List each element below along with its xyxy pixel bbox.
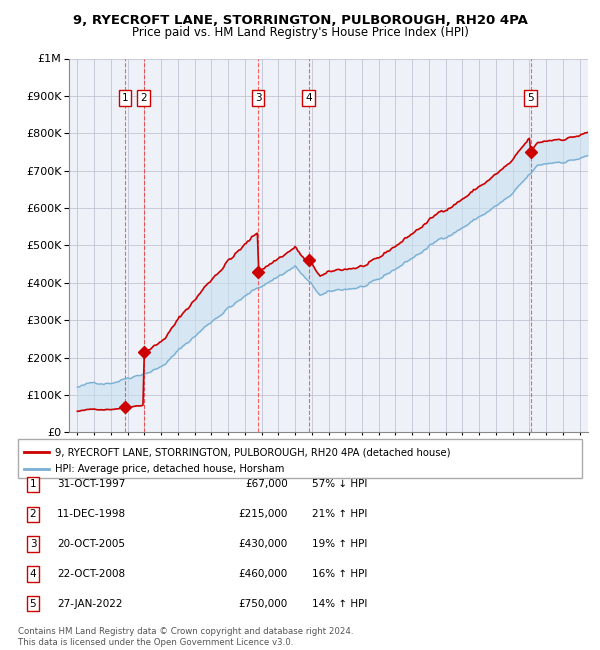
Text: 21% ↑ HPI: 21% ↑ HPI: [312, 509, 367, 519]
Text: 5: 5: [29, 599, 37, 609]
Text: £215,000: £215,000: [239, 509, 288, 519]
Text: 57% ↓ HPI: 57% ↓ HPI: [312, 479, 367, 489]
Text: 14% ↑ HPI: 14% ↑ HPI: [312, 599, 367, 609]
Text: 2: 2: [140, 93, 147, 103]
Text: 2: 2: [29, 509, 37, 519]
Text: 9, RYECROFT LANE, STORRINGTON, PULBOROUGH, RH20 4PA: 9, RYECROFT LANE, STORRINGTON, PULBOROUG…: [73, 14, 527, 27]
Text: 4: 4: [305, 93, 312, 103]
Text: 4: 4: [29, 569, 37, 579]
Text: Price paid vs. HM Land Registry's House Price Index (HPI): Price paid vs. HM Land Registry's House …: [131, 26, 469, 39]
Text: 16% ↑ HPI: 16% ↑ HPI: [312, 569, 367, 579]
FancyBboxPatch shape: [18, 439, 582, 478]
Text: £750,000: £750,000: [239, 599, 288, 609]
Text: £460,000: £460,000: [239, 569, 288, 579]
Text: 9, RYECROFT LANE, STORRINGTON, PULBOROUGH, RH20 4PA (detached house): 9, RYECROFT LANE, STORRINGTON, PULBOROUG…: [55, 447, 450, 458]
Text: 1: 1: [121, 93, 128, 103]
Text: 22-OCT-2008: 22-OCT-2008: [57, 569, 125, 579]
Text: 19% ↑ HPI: 19% ↑ HPI: [312, 539, 367, 549]
Text: £67,000: £67,000: [245, 479, 288, 489]
Text: 5: 5: [527, 93, 534, 103]
Text: 3: 3: [29, 539, 37, 549]
Text: 3: 3: [255, 93, 262, 103]
Text: £430,000: £430,000: [239, 539, 288, 549]
Text: 1: 1: [29, 479, 37, 489]
Text: Contains HM Land Registry data © Crown copyright and database right 2024.
This d: Contains HM Land Registry data © Crown c…: [18, 627, 353, 647]
Text: 11-DEC-1998: 11-DEC-1998: [57, 509, 126, 519]
Text: 31-OCT-1997: 31-OCT-1997: [57, 479, 125, 489]
Text: 20-OCT-2005: 20-OCT-2005: [57, 539, 125, 549]
Text: HPI: Average price, detached house, Horsham: HPI: Average price, detached house, Hors…: [55, 464, 284, 474]
Text: 27-JAN-2022: 27-JAN-2022: [57, 599, 122, 609]
